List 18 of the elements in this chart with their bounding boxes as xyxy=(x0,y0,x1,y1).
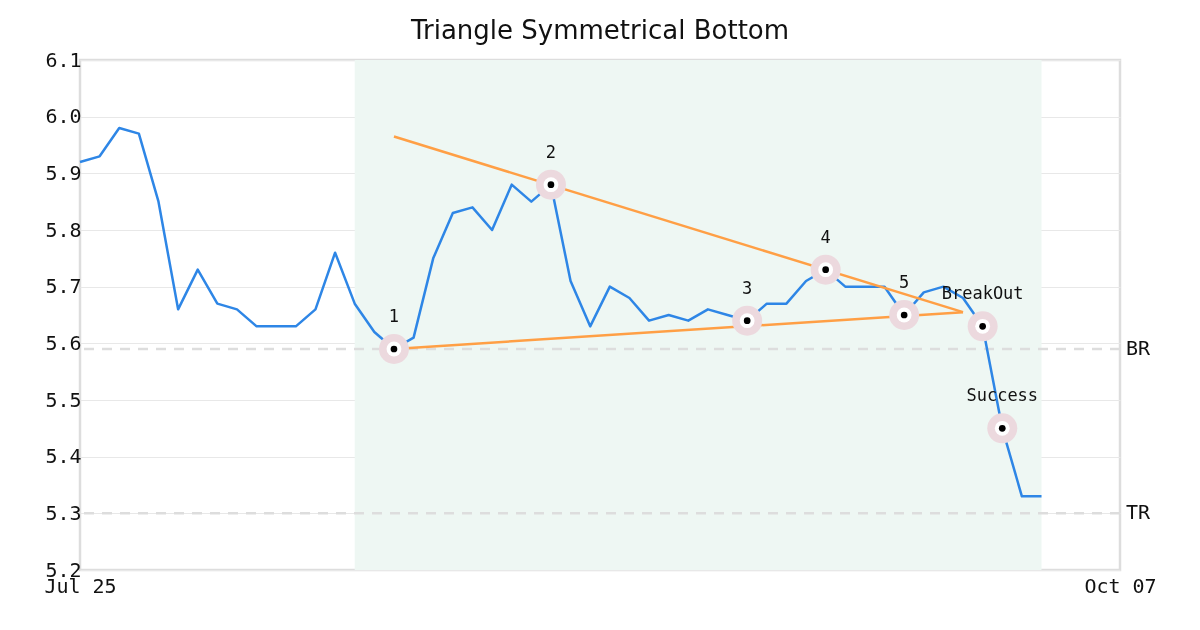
y-tick-label: 5.3 xyxy=(45,500,82,525)
y-tick-label: 6.0 xyxy=(45,104,82,129)
y-tick-label: 5.7 xyxy=(45,274,82,299)
annotation: 2 xyxy=(545,141,557,162)
y-tick-label: 6.1 xyxy=(45,47,82,72)
y-tick-label: 5.8 xyxy=(45,217,82,242)
y-tick-label: 5.4 xyxy=(45,444,82,469)
x-tick-label: Oct 07 xyxy=(1084,573,1157,598)
annotation: 3 xyxy=(742,277,753,298)
ref-line-label: TR xyxy=(1126,500,1152,525)
ref-line-label: BR xyxy=(1126,336,1152,360)
y-tick-label: 5.6 xyxy=(45,330,82,355)
chart-title: Triangle Symmetrical Bottom xyxy=(409,15,790,45)
annotation: 4 xyxy=(820,226,831,247)
y-tick-label: 5.5 xyxy=(45,387,82,412)
annotation: 5 xyxy=(899,272,910,292)
y-tick-label: 5.9 xyxy=(45,160,82,185)
annotation: 1 xyxy=(388,306,400,326)
